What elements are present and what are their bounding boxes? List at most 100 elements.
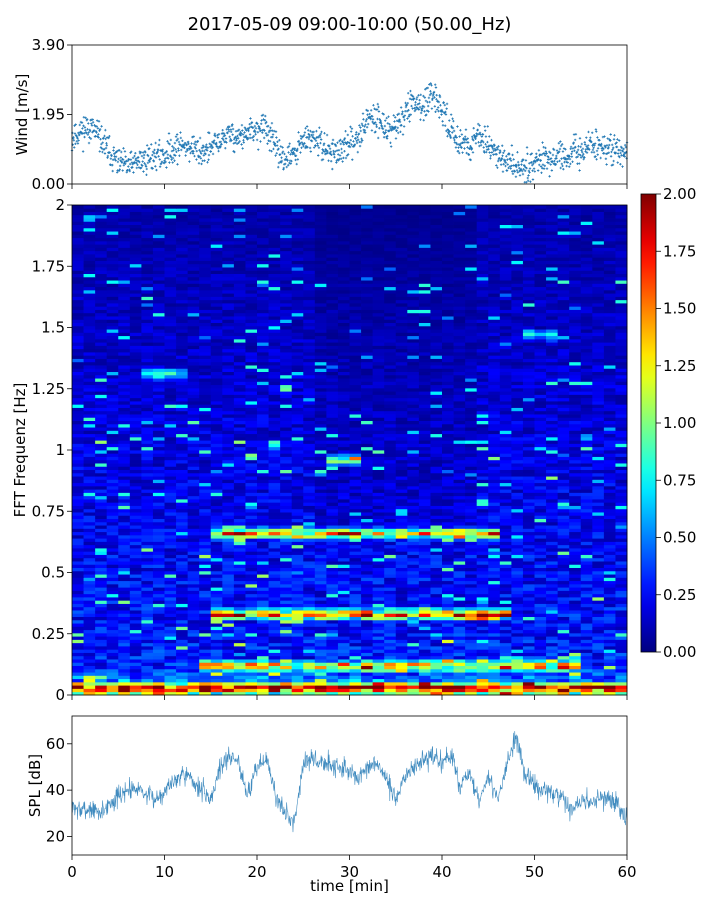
spectrogram-cell: [222, 505, 235, 510]
spectrogram-cell: [372, 570, 385, 575]
spectrogram-cell: [522, 561, 535, 565]
spectrogram-cell: [176, 495, 189, 500]
spectrogram-cell: [106, 499, 119, 503]
spectrogram-cell: [141, 466, 154, 470]
spectrogram-cell: [349, 521, 362, 526]
spectrogram-cell: [384, 499, 397, 503]
wind-point: [403, 114, 407, 117]
spectrogram-cell: [314, 489, 327, 493]
wind-point: [398, 118, 401, 122]
spectrogram-cell: [603, 649, 616, 653]
wind-point: [278, 153, 282, 156]
spectrogram-cell: [511, 655, 524, 660]
spectrogram-cell: [291, 623, 304, 627]
wind-point: [379, 122, 383, 125]
spectrogram-cell: [245, 662, 258, 666]
spectrogram-cell: [580, 512, 593, 516]
wind-point: [106, 154, 110, 158]
spectrogram-cell: [337, 659, 350, 663]
spectrogram-cell: [592, 590, 605, 595]
wind-point: [344, 156, 348, 160]
spectrogram-cell: [522, 528, 535, 533]
spectrogram-cell: [95, 632, 108, 637]
spectrogram-cell: [407, 534, 420, 539]
spectrogram-cell: [152, 482, 165, 487]
wind-point: [200, 152, 203, 155]
spectrogram-cell: [372, 652, 385, 657]
spectrogram-cell: [534, 593, 547, 598]
spectrogram-cell: [268, 518, 281, 523]
spectrogram-cell: [280, 570, 293, 575]
wind-point: [426, 86, 430, 90]
wind-point: [202, 154, 206, 157]
spectrogram-cell: [141, 662, 154, 666]
spectrogram-cell: [615, 583, 628, 588]
wind-point: [76, 142, 80, 145]
spectrogram-cell: [233, 531, 246, 536]
wind-point: [100, 125, 103, 128]
spectrogram-cell: [187, 574, 200, 578]
spectrogram-cell: [245, 623, 258, 627]
wind-point: [189, 151, 192, 155]
spectrogram-cell: [199, 479, 212, 484]
spectrogram-cell: [291, 512, 304, 516]
spectrogram-cell: [592, 619, 605, 624]
spectrogram-cell: [280, 632, 293, 637]
spectrogram-cell: [106, 544, 119, 549]
spectrogram-cell: [453, 492, 466, 497]
wind-point: [371, 120, 374, 124]
wind-point: [492, 149, 495, 153]
spectrogram-cell: [326, 652, 339, 657]
spectrogram-cell: [465, 629, 478, 634]
wind-point: [157, 143, 161, 147]
spectrogram-cell: [187, 561, 200, 565]
spectrogram-cell: [210, 521, 223, 526]
spectrogram-cell: [476, 485, 489, 490]
spectrogram-cell: [534, 574, 547, 578]
spectrogram-cell: [465, 528, 478, 533]
wind-point: [145, 144, 149, 147]
spectrogram-cell: [268, 564, 281, 568]
spectrogram-cell: [384, 593, 397, 598]
spectrogram-cell: [522, 479, 535, 484]
spectrogram-cell: [615, 564, 628, 568]
spectrogram-cell: [199, 655, 212, 660]
wind-point: [479, 141, 482, 144]
spectrogram-cell: [280, 678, 293, 683]
spectrogram-cell: [603, 583, 616, 588]
spectrogram-cell: [499, 472, 512, 477]
wind-point: [104, 146, 108, 150]
spectrogram-cell: [141, 512, 154, 516]
spectrogram-cell: [257, 659, 269, 663]
spectrogram-cell: [615, 613, 628, 617]
spectrogram-cell: [291, 655, 304, 660]
spectrogram-cell: [326, 610, 339, 614]
wind-point: [134, 157, 138, 160]
spectrogram-cell: [430, 499, 443, 503]
spectrogram-cell: [245, 597, 258, 601]
spectrogram-cell: [141, 577, 154, 582]
spectrogram-cell: [245, 499, 258, 503]
wind-point: [365, 125, 369, 129]
spectrogram-cell: [106, 616, 119, 621]
spectrogram-cell: [118, 528, 131, 533]
spectrogram-cell: [314, 482, 327, 487]
wind-point: [570, 155, 574, 158]
spectrogram-cell: [442, 557, 454, 562]
wind-point: [459, 129, 462, 132]
spectrogram-cell: [245, 528, 258, 533]
spectrogram-cell: [199, 528, 212, 533]
spectrogram-cell: [141, 515, 154, 519]
spectrogram-cell: [442, 593, 454, 598]
spectrogram-cell: [465, 649, 478, 653]
spectrogram-cell: [453, 685, 466, 689]
spectrogram-cell: [453, 623, 466, 627]
wind-point: [615, 145, 619, 149]
spectrogram-cell: [95, 534, 108, 539]
spectrogram-cell: [534, 531, 547, 536]
spectrogram-cell: [546, 646, 559, 650]
spectrogram-cell: [83, 564, 96, 568]
spectrogram-cell: [407, 649, 420, 653]
spectrogram-cell: [615, 659, 628, 663]
spectrogram-cell: [210, 512, 223, 516]
